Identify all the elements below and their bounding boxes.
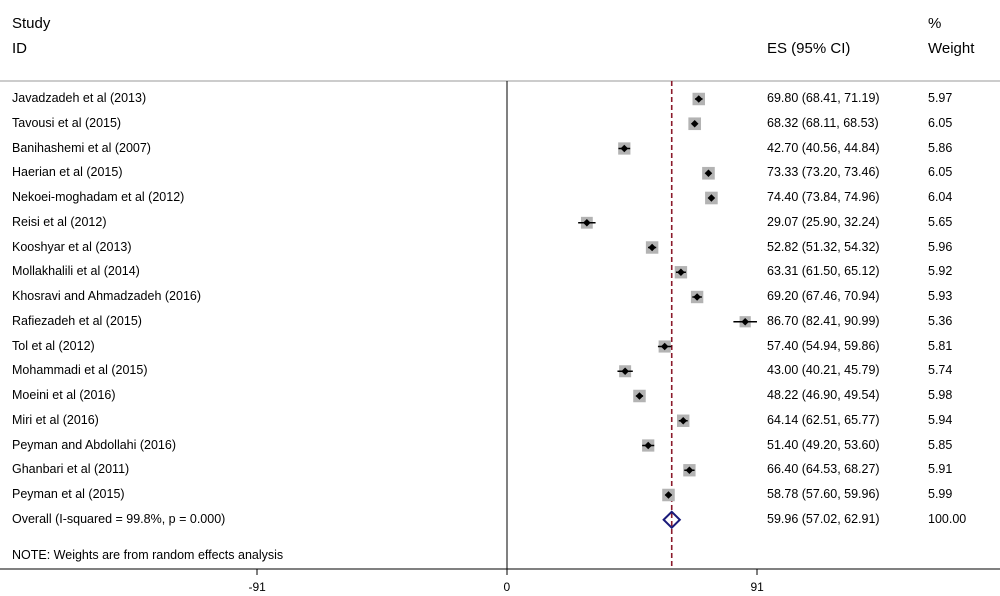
- study-weight: 5.97: [928, 91, 953, 105]
- overall-es-ci: 59.96 (57.02, 62.91): [767, 511, 880, 526]
- study-point-estimate: [648, 243, 656, 252]
- study-es-ci: 64.14 (62.51, 65.77): [767, 412, 880, 427]
- overall-label: Overall (I-squared = 99.8%, p = 0.000): [12, 511, 226, 526]
- study-es-ci: 58.78 (57.60, 59.96): [767, 487, 880, 501]
- study-label: Nekoei-moghadam et al (2012): [12, 190, 185, 204]
- overall-diamond: [662, 510, 682, 530]
- study-point-estimate: [690, 119, 699, 128]
- study-es-ci: 52.82 (51.32, 54.32): [767, 239, 880, 254]
- study-label: Moeini et al (2016): [12, 388, 116, 402]
- study-weight: 5.93: [928, 289, 953, 303]
- overall-weight: 100.00: [928, 511, 967, 526]
- study-label: Ghanbari et al (2011): [12, 462, 130, 477]
- study-weight: 5.65: [928, 214, 953, 229]
- study-weight: 5.85: [928, 437, 953, 452]
- study-point-estimate: [707, 194, 716, 202]
- study-weight: 5.98: [928, 388, 953, 402]
- study-es-ci: 68.32 (68.11, 68.53): [767, 115, 879, 130]
- study-label: Mohammadi et al (2015): [12, 363, 148, 378]
- header-id: ID: [12, 40, 27, 57]
- study-label: Kooshyar et al (2013): [12, 239, 132, 254]
- study-weight: 5.96: [928, 239, 953, 254]
- study-label: Tavousi et al (2015): [12, 115, 122, 130]
- header-weight: Weight: [928, 40, 975, 57]
- study-es-ci: 73.33 (73.20, 73.46): [767, 165, 880, 180]
- study-label: Banihashemi et al (2007): [12, 140, 151, 155]
- study-es-ci: 29.07 (25.90, 32.24): [767, 214, 880, 229]
- study-label: Mollakhalili et al (2014): [12, 264, 140, 279]
- study-es-ci: 74.40 (73.84, 74.96): [767, 190, 880, 204]
- study-weight: 5.92: [928, 264, 953, 279]
- header-es-ci: ES (95% CI): [767, 40, 851, 57]
- study-label: Miri et al (2016): [12, 412, 99, 427]
- x-tick-label: -91: [248, 580, 266, 594]
- study-weight: 5.86: [928, 140, 953, 155]
- study-es-ci: 43.00 (40.21, 45.79): [767, 363, 880, 378]
- study-weight: 5.94: [928, 412, 953, 427]
- study-es-ci: 42.70 (40.56, 44.84): [767, 140, 880, 155]
- study-es-ci: 69.80 (68.41, 71.19): [767, 91, 880, 105]
- study-point-estimate: [644, 441, 653, 450]
- study-weight: 6.05: [928, 165, 953, 180]
- study-weight: 5.36: [928, 313, 953, 328]
- study-label: Haerian et al (2015): [12, 165, 123, 180]
- x-tick-label: 0: [503, 580, 511, 594]
- x-tick-label: 91: [750, 580, 764, 594]
- header-percent: %: [928, 15, 942, 32]
- study-point-estimate: [621, 367, 629, 376]
- study-label: Tol et al (2012): [12, 338, 95, 353]
- study-es-ci: 69.20 (67.46, 70.94): [767, 289, 880, 303]
- study-weight: 5.91: [928, 462, 953, 477]
- study-label: Reisi et al (2012): [12, 214, 107, 229]
- study-label: Peyman et al (2015): [12, 487, 125, 501]
- header-study: Study: [12, 15, 51, 32]
- study-point-estimate: [741, 317, 749, 326]
- study-weight: 5.74: [928, 363, 953, 378]
- study-weight: 5.81: [928, 338, 953, 353]
- study-point-estimate: [635, 392, 644, 400]
- study-point-estimate: [694, 95, 703, 103]
- study-es-ci: 66.40 (64.53, 68.27): [767, 462, 880, 477]
- study-point-estimate: [679, 416, 688, 425]
- study-point-estimate: [704, 169, 713, 178]
- study-es-ci: 48.22 (46.90, 49.54): [767, 388, 880, 402]
- study-weight: 5.99: [928, 487, 953, 501]
- study-point-estimate: [620, 144, 629, 153]
- study-label: Javadzadeh et al (2013): [12, 91, 147, 105]
- study-label: Rafiezadeh et al (2015): [12, 313, 142, 328]
- study-point-estimate: [583, 218, 591, 227]
- note-text: NOTE: Weights are from random effects an…: [12, 548, 284, 562]
- study-es-ci: 86.70 (82.41, 90.99): [767, 313, 880, 328]
- study-point-estimate: [693, 293, 701, 301]
- study-es-ci: 51.40 (49.20, 53.60): [767, 437, 880, 452]
- study-point-estimate: [660, 342, 669, 351]
- study-es-ci: 57.40 (54.94, 59.86): [767, 338, 880, 353]
- study-point-estimate: [677, 268, 685, 277]
- study-point-estimate: [685, 466, 694, 475]
- study-label: Khosravi and Ahmadzadeh (2016): [12, 289, 202, 303]
- study-es-ci: 63.31 (61.50, 65.12): [767, 264, 880, 279]
- study-label: Peyman and Abdollahi (2016): [12, 437, 177, 452]
- study-point-estimate: [664, 491, 673, 499]
- study-weight: 6.04: [928, 190, 953, 204]
- study-weight: 6.05: [928, 115, 953, 130]
